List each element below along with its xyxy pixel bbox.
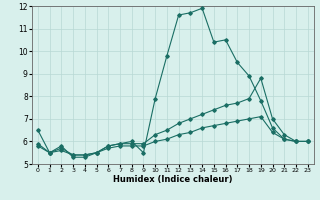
X-axis label: Humidex (Indice chaleur): Humidex (Indice chaleur) [113,175,233,184]
